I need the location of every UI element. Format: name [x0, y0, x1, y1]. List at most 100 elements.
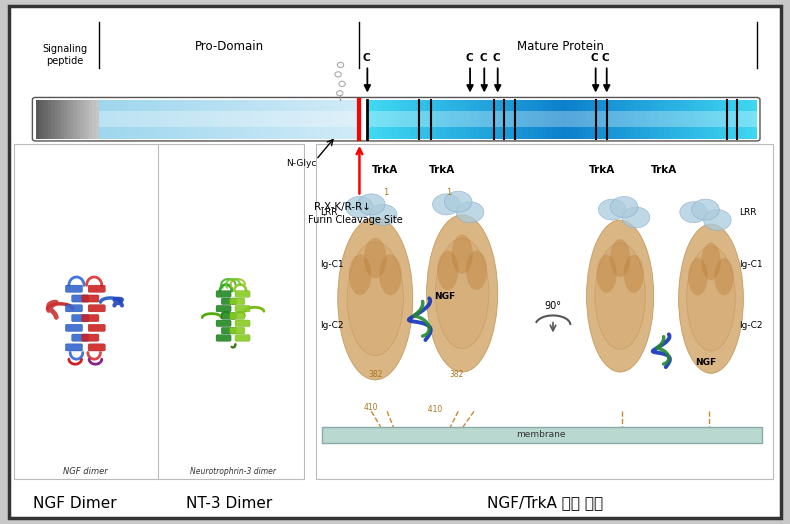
- Bar: [557, 100, 562, 139]
- FancyBboxPatch shape: [88, 285, 105, 292]
- Bar: [42, 100, 45, 139]
- Bar: [338, 100, 342, 139]
- Bar: [538, 100, 543, 139]
- Ellipse shape: [466, 250, 487, 290]
- Text: NT-3 Dimer: NT-3 Dimer: [186, 496, 273, 510]
- Bar: [216, 100, 220, 139]
- Bar: [290, 100, 295, 139]
- Text: C: C: [493, 53, 501, 63]
- FancyBboxPatch shape: [82, 295, 99, 302]
- Bar: [147, 100, 151, 139]
- Bar: [547, 100, 552, 139]
- FancyBboxPatch shape: [88, 344, 105, 351]
- Text: Neurotrophrin-3 dimer: Neurotrophrin-3 dimer: [190, 467, 276, 476]
- Bar: [723, 100, 728, 139]
- Text: 90°: 90°: [544, 301, 562, 311]
- Bar: [630, 100, 635, 139]
- Ellipse shape: [435, 238, 489, 348]
- Text: TrkA: TrkA: [650, 165, 677, 175]
- Text: TrkA: TrkA: [589, 165, 615, 175]
- Bar: [264, 100, 268, 139]
- FancyBboxPatch shape: [216, 335, 231, 341]
- Bar: [752, 100, 757, 139]
- Bar: [397, 100, 401, 139]
- Bar: [212, 100, 216, 139]
- Bar: [229, 100, 234, 139]
- Bar: [504, 100, 509, 139]
- Bar: [747, 100, 752, 139]
- Bar: [294, 100, 299, 139]
- Text: Ig-C2: Ig-C2: [320, 321, 344, 330]
- Bar: [224, 100, 229, 139]
- Bar: [728, 100, 732, 139]
- Bar: [107, 100, 112, 139]
- Bar: [626, 100, 630, 139]
- Ellipse shape: [335, 72, 341, 77]
- Bar: [61, 100, 64, 139]
- Bar: [664, 100, 669, 139]
- FancyBboxPatch shape: [322, 427, 762, 443]
- Bar: [242, 100, 246, 139]
- Bar: [51, 100, 55, 139]
- Text: Pro-Domain: Pro-Domain: [194, 40, 264, 52]
- Text: N-Glyc: N-Glyc: [286, 159, 316, 168]
- Ellipse shape: [457, 202, 483, 223]
- Bar: [303, 100, 307, 139]
- FancyBboxPatch shape: [216, 291, 231, 297]
- Bar: [367, 112, 757, 127]
- Bar: [64, 100, 67, 139]
- Bar: [325, 100, 329, 139]
- Ellipse shape: [688, 258, 708, 296]
- Bar: [533, 100, 538, 139]
- Bar: [246, 100, 251, 139]
- Ellipse shape: [427, 215, 498, 372]
- Text: C: C: [480, 53, 487, 63]
- Text: NGF/TrkA 결합 구조: NGF/TrkA 결합 구조: [487, 496, 603, 510]
- Bar: [36, 100, 39, 139]
- Bar: [137, 100, 142, 139]
- Bar: [480, 100, 484, 139]
- Text: TrkA: TrkA: [429, 165, 456, 175]
- Bar: [112, 100, 116, 139]
- Bar: [316, 100, 321, 139]
- Bar: [489, 100, 494, 139]
- Bar: [421, 100, 426, 139]
- Bar: [635, 100, 640, 139]
- Ellipse shape: [346, 196, 373, 217]
- Bar: [164, 100, 168, 139]
- Bar: [48, 100, 51, 139]
- Text: C: C: [363, 53, 371, 63]
- Ellipse shape: [610, 239, 630, 277]
- Bar: [411, 100, 416, 139]
- Ellipse shape: [598, 199, 626, 220]
- Text: NGF dimer: NGF dimer: [63, 467, 107, 476]
- Bar: [416, 100, 421, 139]
- Bar: [151, 100, 155, 139]
- Bar: [120, 100, 125, 139]
- Text: Furin Cleavage Site: Furin Cleavage Site: [308, 215, 403, 225]
- Bar: [426, 100, 431, 139]
- FancyBboxPatch shape: [88, 324, 105, 331]
- Bar: [116, 100, 120, 139]
- Bar: [333, 100, 338, 139]
- Ellipse shape: [452, 235, 472, 274]
- Bar: [73, 100, 77, 139]
- Bar: [155, 100, 160, 139]
- FancyBboxPatch shape: [82, 334, 99, 341]
- Bar: [259, 100, 264, 139]
- Bar: [743, 100, 747, 139]
- Ellipse shape: [364, 238, 386, 278]
- Bar: [606, 100, 611, 139]
- Bar: [199, 100, 203, 139]
- Ellipse shape: [679, 224, 743, 373]
- Bar: [601, 100, 606, 139]
- Bar: [694, 100, 698, 139]
- Text: NGF: NGF: [435, 292, 456, 301]
- Text: 410: 410: [423, 406, 442, 414]
- Ellipse shape: [610, 196, 638, 217]
- Bar: [655, 100, 660, 139]
- Bar: [460, 100, 465, 139]
- Bar: [251, 100, 255, 139]
- Bar: [611, 100, 615, 139]
- Ellipse shape: [596, 255, 617, 293]
